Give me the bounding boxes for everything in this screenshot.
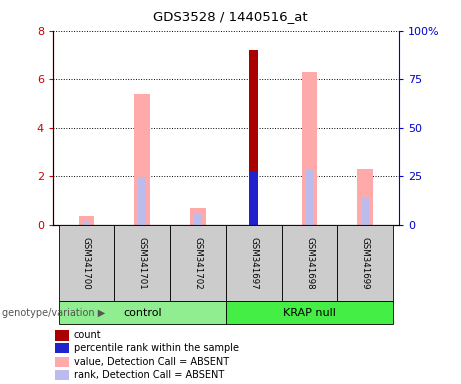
Bar [302, 72, 317, 225]
Bar [226, 301, 393, 324]
Text: GSM341700: GSM341700 [82, 237, 91, 290]
Bar [79, 216, 95, 225]
Bar [249, 50, 258, 225]
Text: control: control [123, 308, 161, 318]
Text: genotype/variation ▶: genotype/variation ▶ [2, 308, 106, 318]
Text: GSM341701: GSM341701 [138, 237, 147, 290]
Bar [190, 208, 206, 225]
Bar [282, 225, 337, 301]
Text: rank, Detection Call = ABSENT: rank, Detection Call = ABSENT [74, 370, 224, 380]
Text: GSM341697: GSM341697 [249, 237, 258, 290]
Bar [306, 170, 313, 225]
Bar [114, 225, 170, 301]
Bar [83, 222, 90, 225]
Text: value, Detection Call = ABSENT: value, Detection Call = ABSENT [74, 357, 229, 367]
Bar [135, 94, 150, 225]
Text: GDS3528 / 1440516_at: GDS3528 / 1440516_at [153, 10, 308, 23]
Bar [337, 225, 393, 301]
Bar [249, 171, 258, 225]
Text: KRAP null: KRAP null [283, 308, 336, 318]
Bar [357, 169, 373, 225]
Bar [55, 356, 69, 367]
Bar [226, 225, 282, 301]
Text: GSM341702: GSM341702 [194, 237, 202, 290]
Bar [55, 330, 69, 341]
Bar [55, 343, 69, 353]
Bar [194, 214, 202, 225]
Bar [170, 225, 226, 301]
Text: percentile rank within the sample: percentile rank within the sample [74, 343, 239, 353]
Bar [55, 370, 69, 381]
Bar [361, 199, 369, 225]
Bar [59, 225, 114, 301]
Text: count: count [74, 331, 101, 341]
Text: GSM341698: GSM341698 [305, 237, 314, 290]
Bar [138, 177, 146, 225]
Text: GSM341699: GSM341699 [361, 237, 370, 289]
Bar [59, 301, 226, 324]
